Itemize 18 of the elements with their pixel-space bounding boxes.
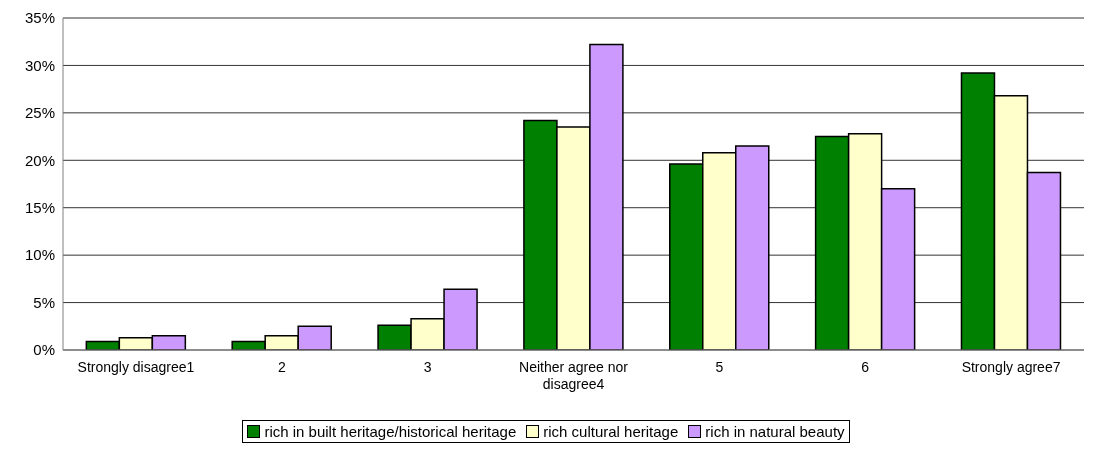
x-tick-label: 5	[715, 359, 724, 375]
y-tick-label: 30%	[24, 56, 55, 74]
x-tick-label: Neither agree nor disagree4	[519, 359, 629, 392]
x-tick-label: 2	[277, 359, 286, 375]
y-tick-label: 20%	[24, 151, 55, 169]
x-tick-label: Strongly disagree1	[77, 359, 195, 375]
x-tick-label: 3	[423, 359, 432, 375]
legend-label: rich cultural heritage	[542, 423, 679, 440]
x-tick-label: Strongly agree7	[961, 359, 1061, 375]
y-tick-label: 35%	[24, 9, 55, 27]
y-tick-label: 5%	[33, 293, 55, 311]
y-tick-label: 25%	[24, 104, 55, 122]
legend-label: rich in built heritage/historical heritage	[263, 423, 517, 440]
y-tick-label: 15%	[24, 199, 55, 217]
y-tick-label: 10%	[24, 246, 55, 264]
x-tick-label: 6	[861, 359, 870, 375]
y-tick-label: 0%	[33, 341, 55, 359]
legend-label: rich in natural beauty	[704, 423, 845, 440]
